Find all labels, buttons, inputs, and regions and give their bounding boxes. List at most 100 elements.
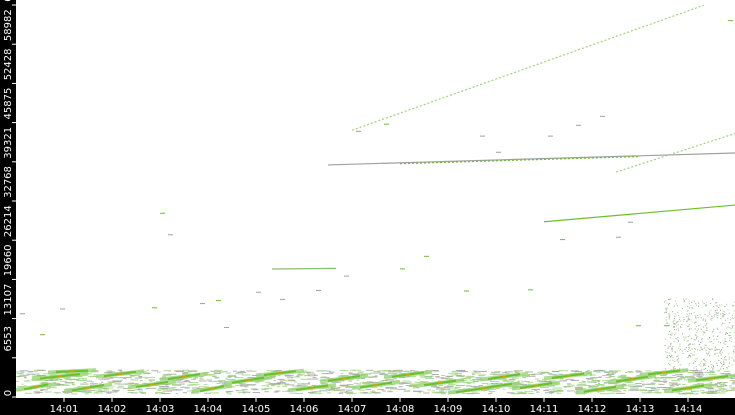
band-point (552, 387, 563, 389)
band-point (16, 371, 21, 373)
band-point (495, 371, 499, 373)
trend-line (271, 267, 337, 270)
noise-point (701, 338, 703, 340)
noise-point (715, 314, 717, 316)
noise-point (688, 356, 690, 358)
noise-point (721, 324, 723, 326)
band-point (488, 393, 492, 395)
band-point (100, 378, 104, 380)
noise-point (733, 352, 735, 354)
noise-point (725, 356, 727, 358)
band-point (114, 383, 120, 385)
noise-point (711, 319, 713, 321)
band-point (635, 370, 641, 372)
noise-point (709, 313, 710, 315)
band-point (295, 375, 300, 377)
noise-point (722, 314, 724, 316)
x-tick-label: 14:09 (434, 404, 463, 415)
band-point (78, 378, 84, 380)
noise-point (712, 335, 714, 337)
noise-point (702, 301, 704, 303)
noise-point (667, 322, 669, 324)
noise-point (689, 354, 691, 356)
band-point (320, 377, 330, 379)
noise-point (718, 360, 720, 361)
noise-point (731, 364, 733, 366)
band-point (77, 386, 85, 388)
band-point (540, 387, 549, 388)
band-point (372, 390, 375, 392)
band-point (622, 383, 627, 385)
noise-point (673, 323, 675, 324)
band-point (353, 369, 361, 371)
isolated-point (200, 303, 205, 305)
noise-point (687, 336, 689, 338)
band-point (225, 377, 229, 379)
band-point (97, 390, 106, 392)
noise-point (672, 346, 674, 348)
noise-point (723, 342, 725, 344)
band-point (266, 385, 270, 387)
noise-point (667, 362, 669, 364)
band-point (225, 372, 231, 374)
noise-point (713, 328, 715, 330)
noise-point (698, 340, 700, 342)
band-point (216, 383, 221, 384)
noise-point (722, 310, 724, 312)
band-point (478, 385, 483, 387)
noise-point (669, 316, 670, 318)
noise-point (724, 319, 726, 321)
streak-hotspot (374, 384, 378, 387)
band-point (234, 376, 237, 378)
band-point (371, 386, 378, 388)
noise-point (678, 347, 680, 349)
band-point (467, 383, 471, 385)
band-point (696, 375, 703, 377)
band-point (603, 371, 613, 373)
band-point (138, 376, 143, 377)
band-point (171, 389, 181, 391)
noise-point (694, 339, 696, 341)
noise-point (693, 360, 695, 362)
noise-point (685, 336, 687, 338)
band-point (347, 384, 354, 386)
band-point (678, 393, 687, 395)
band-point (186, 390, 196, 392)
noise-point (730, 328, 732, 329)
band-point (111, 389, 120, 391)
trend-line (327, 152, 735, 166)
noise-point (691, 301, 693, 303)
noise-point (714, 353, 716, 355)
noise-point (668, 352, 670, 354)
band-point (117, 385, 124, 387)
band-point (707, 392, 718, 394)
band-point (90, 383, 99, 384)
band-point (502, 388, 505, 390)
band-point (157, 389, 162, 391)
noise-point (680, 320, 682, 322)
band-point (182, 369, 189, 371)
band-point (440, 393, 447, 395)
band-point (300, 378, 309, 380)
band-point (252, 389, 259, 391)
band-point (365, 388, 372, 390)
band-point (339, 384, 348, 386)
band-point (532, 373, 543, 375)
noise-point (719, 351, 721, 353)
noise-point (689, 347, 690, 349)
noise-point (717, 365, 718, 367)
band-point (180, 378, 185, 380)
band-point (456, 375, 462, 377)
noise-point (723, 363, 724, 365)
band-point (604, 372, 610, 374)
noise-point (696, 337, 697, 339)
band-point (277, 378, 285, 380)
noise-point (719, 331, 721, 333)
band-point (348, 380, 353, 382)
noise-point (707, 315, 709, 317)
band-point (563, 380, 566, 381)
band-point (280, 383, 290, 385)
noise-point (728, 356, 730, 358)
noise-point (704, 325, 706, 327)
band-point (663, 387, 671, 389)
